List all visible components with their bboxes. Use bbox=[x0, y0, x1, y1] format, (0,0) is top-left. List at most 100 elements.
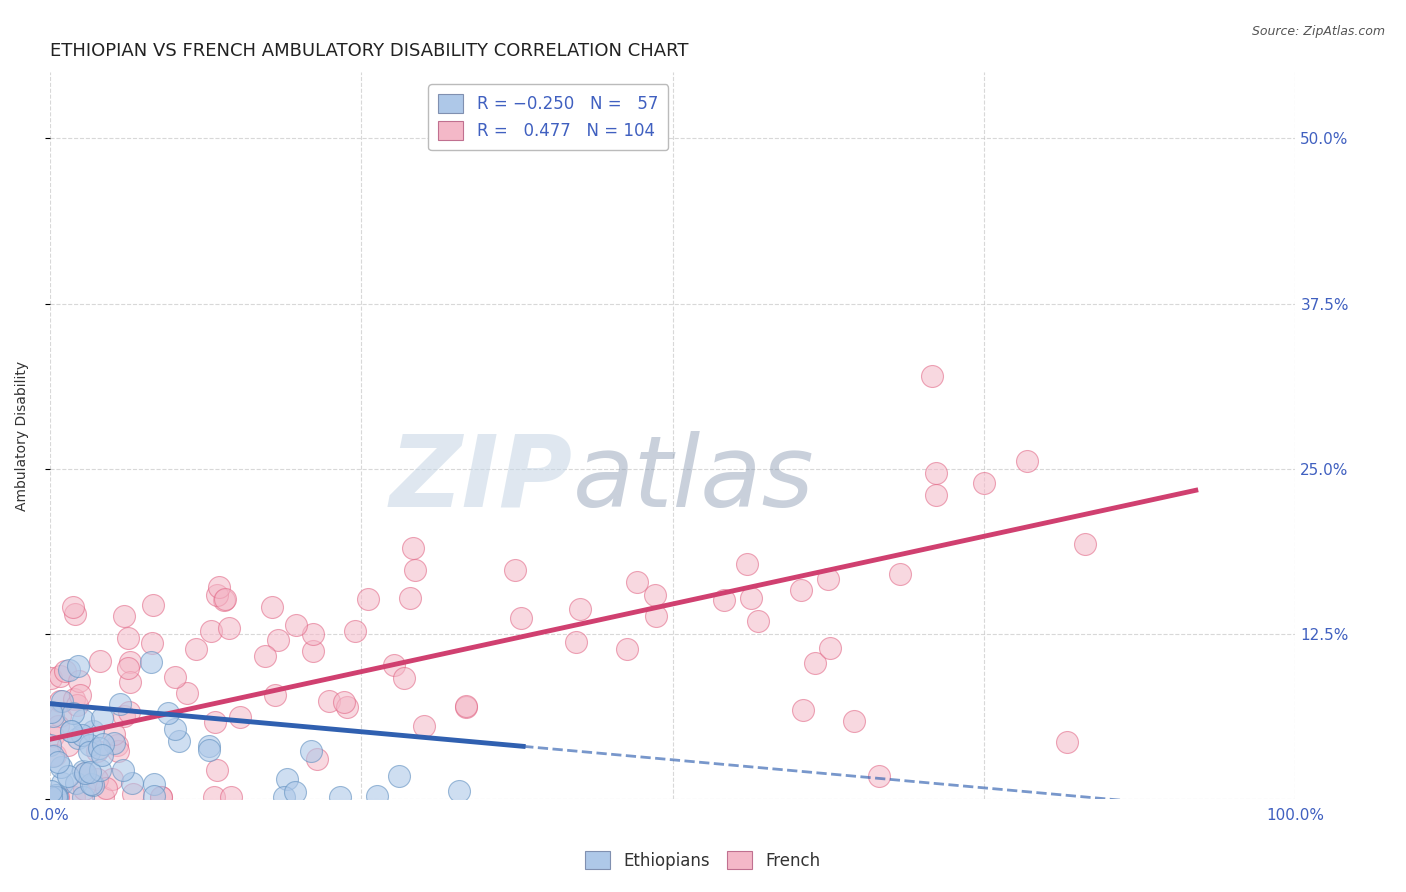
Point bbox=[925, 488, 948, 502]
Point bbox=[107, 744, 129, 758]
Point bbox=[79, 739, 101, 753]
Y-axis label: Ambulatory Disability: Ambulatory Disability bbox=[15, 360, 30, 510]
Point bbox=[46, 790, 69, 805]
Text: atlas: atlas bbox=[574, 431, 814, 528]
Point bbox=[91, 790, 114, 805]
Point bbox=[616, 642, 638, 657]
Point bbox=[149, 790, 172, 805]
Point bbox=[69, 689, 91, 703]
Point bbox=[644, 589, 666, 603]
Point bbox=[204, 714, 226, 729]
Point bbox=[73, 765, 96, 780]
Point bbox=[454, 700, 477, 714]
Point bbox=[284, 785, 307, 799]
Point bbox=[62, 706, 84, 720]
Point bbox=[118, 674, 141, 689]
Point bbox=[163, 723, 186, 737]
Point bbox=[792, 703, 814, 717]
Legend: Ethiopians, French: Ethiopians, French bbox=[579, 845, 827, 877]
Point bbox=[305, 752, 328, 766]
Point bbox=[42, 729, 65, 743]
Point bbox=[273, 790, 295, 805]
Point bbox=[39, 672, 62, 686]
Point bbox=[454, 698, 477, 713]
Point bbox=[65, 776, 87, 790]
Point bbox=[42, 708, 65, 723]
Point bbox=[1074, 536, 1097, 550]
Point bbox=[139, 655, 162, 669]
Point bbox=[105, 738, 128, 752]
Point bbox=[112, 709, 135, 723]
Point bbox=[39, 738, 62, 752]
Point bbox=[66, 731, 89, 745]
Point bbox=[260, 599, 283, 614]
Point bbox=[82, 723, 104, 738]
Point bbox=[49, 694, 72, 708]
Point bbox=[392, 671, 415, 685]
Point bbox=[90, 747, 112, 762]
Point bbox=[142, 789, 165, 804]
Point bbox=[49, 760, 72, 774]
Point bbox=[62, 599, 84, 614]
Point bbox=[207, 763, 229, 777]
Point bbox=[121, 776, 143, 790]
Point bbox=[412, 718, 434, 732]
Point bbox=[713, 592, 735, 607]
Point bbox=[219, 790, 242, 805]
Point bbox=[253, 649, 276, 664]
Point bbox=[96, 780, 118, 795]
Point bbox=[87, 741, 110, 756]
Point bbox=[889, 566, 911, 581]
Point bbox=[1056, 735, 1078, 749]
Point bbox=[42, 790, 65, 805]
Point bbox=[86, 772, 108, 787]
Point bbox=[165, 669, 187, 683]
Point bbox=[869, 769, 891, 783]
Point bbox=[509, 610, 531, 624]
Point bbox=[207, 580, 229, 594]
Point bbox=[59, 724, 82, 739]
Point bbox=[120, 655, 142, 669]
Point bbox=[58, 663, 80, 677]
Point bbox=[569, 601, 592, 615]
Point bbox=[122, 787, 145, 801]
Point bbox=[388, 769, 411, 783]
Point bbox=[48, 708, 70, 723]
Text: ZIP: ZIP bbox=[389, 431, 574, 528]
Point bbox=[79, 777, 101, 791]
Point bbox=[176, 686, 198, 700]
Point bbox=[89, 764, 111, 778]
Point bbox=[117, 660, 139, 674]
Point bbox=[1017, 454, 1039, 468]
Point bbox=[285, 617, 308, 632]
Point bbox=[89, 654, 111, 668]
Point bbox=[790, 582, 813, 597]
Text: ETHIOPIAN VS FRENCH AMBULATORY DISABILITY CORRELATION CHART: ETHIOPIAN VS FRENCH AMBULATORY DISABILIT… bbox=[49, 42, 689, 60]
Point bbox=[49, 669, 72, 683]
Point bbox=[503, 563, 526, 577]
Point bbox=[229, 710, 252, 724]
Point bbox=[72, 764, 94, 778]
Point bbox=[72, 789, 94, 804]
Point bbox=[921, 368, 943, 383]
Point bbox=[39, 705, 62, 719]
Point bbox=[42, 748, 65, 763]
Point bbox=[735, 557, 758, 571]
Point bbox=[53, 664, 76, 678]
Point bbox=[329, 790, 352, 805]
Point bbox=[90, 711, 112, 725]
Point bbox=[65, 698, 87, 713]
Point bbox=[56, 738, 79, 752]
Point bbox=[804, 657, 827, 671]
Point bbox=[302, 643, 325, 657]
Point bbox=[86, 743, 108, 757]
Point bbox=[44, 747, 66, 762]
Point bbox=[157, 706, 180, 720]
Point bbox=[46, 719, 69, 733]
Point bbox=[45, 788, 67, 802]
Point bbox=[51, 694, 73, 708]
Point bbox=[117, 631, 139, 645]
Point bbox=[60, 724, 83, 739]
Point bbox=[366, 789, 388, 803]
Point bbox=[111, 763, 134, 777]
